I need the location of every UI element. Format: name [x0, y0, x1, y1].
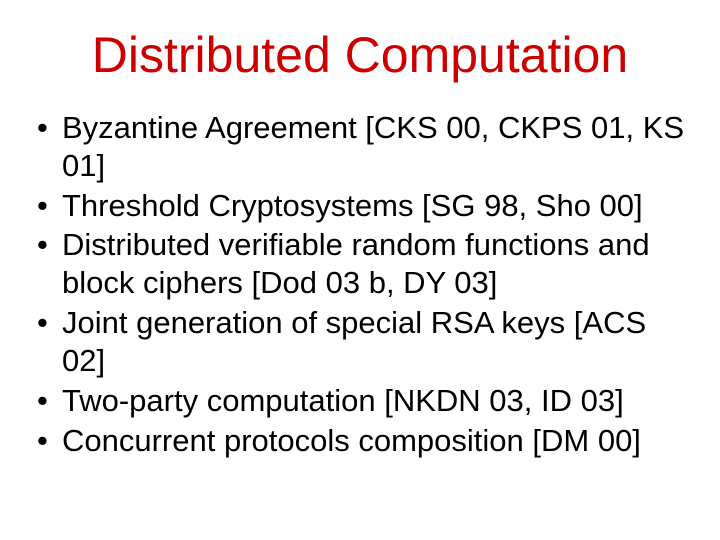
list-item: Threshold Cryptosystems [SG 98, Sho 00]	[28, 187, 692, 225]
list-item: Concurrent protocols composition [DM 00]	[28, 422, 692, 460]
bullet-text: Two-party computation [NKDN 03, ID 03]	[62, 383, 624, 418]
bullet-text: Concurrent protocols composition [DM 00]	[62, 423, 641, 458]
slide-title: Distributed Computation	[28, 28, 692, 83]
list-item: Two-party computation [NKDN 03, ID 03]	[28, 382, 692, 420]
list-item: Distributed verifiable random functions …	[28, 226, 692, 302]
list-item: Joint generation of special RSA keys [AC…	[28, 304, 692, 380]
bullet-text: Joint generation of special RSA keys [AC…	[62, 305, 646, 378]
bullet-text: Threshold Cryptosystems [SG 98, Sho 00]	[62, 188, 643, 223]
bullet-text: Byzantine Agreement [CKS 00, CKPS 01, KS…	[62, 110, 684, 183]
bullet-list: Byzantine Agreement [CKS 00, CKPS 01, KS…	[28, 109, 692, 459]
bullet-text: Distributed verifiable random functions …	[62, 227, 650, 300]
list-item: Byzantine Agreement [CKS 00, CKPS 01, KS…	[28, 109, 692, 185]
